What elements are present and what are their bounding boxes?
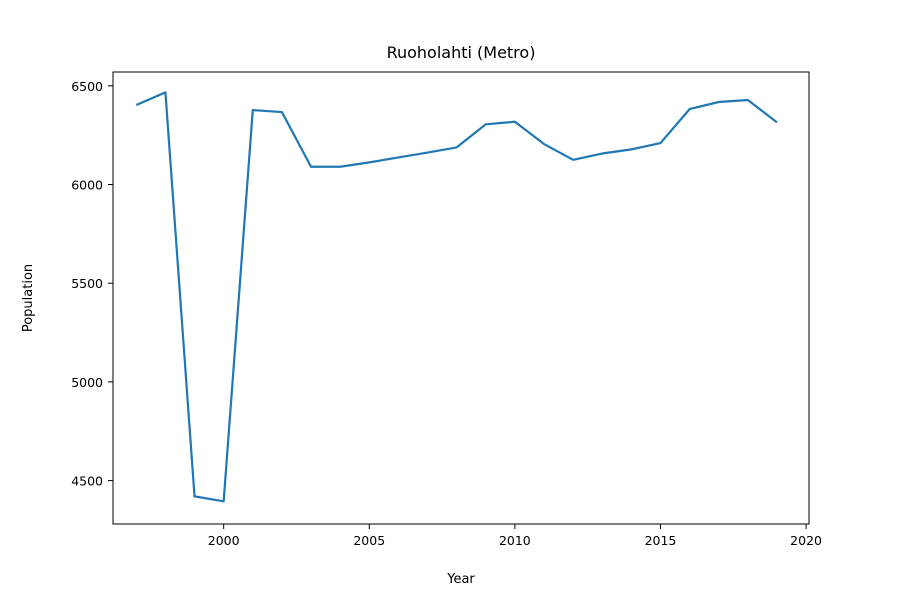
- chart-title: Ruoholahti (Metro): [387, 43, 536, 62]
- y-tick-label: 6000: [71, 178, 103, 193]
- plot-frame: [112, 71, 810, 525]
- x-tick-label: 2000: [208, 533, 240, 548]
- x-tick-label: 2010: [499, 533, 531, 548]
- x-tick-label: 2005: [353, 533, 385, 548]
- y-tick-label: 5500: [71, 276, 103, 291]
- series-line-0: [135, 91, 778, 503]
- y-tick-label: 5000: [71, 375, 103, 390]
- y-tick-label: 4500: [71, 474, 103, 489]
- y-axis-ticks: 4500 5000 5500 6000 6500: [71, 79, 113, 489]
- y-axis-label: Population: [21, 264, 36, 332]
- y-tick-label: 6500: [71, 79, 103, 94]
- x-tick-label: 2020: [790, 533, 822, 548]
- x-axis-ticks: 2000 2005 2010 2015 2020: [208, 524, 822, 548]
- x-axis-label: Year: [446, 572, 475, 587]
- plot-area: [135, 91, 778, 503]
- x-tick-label: 2015: [645, 533, 677, 548]
